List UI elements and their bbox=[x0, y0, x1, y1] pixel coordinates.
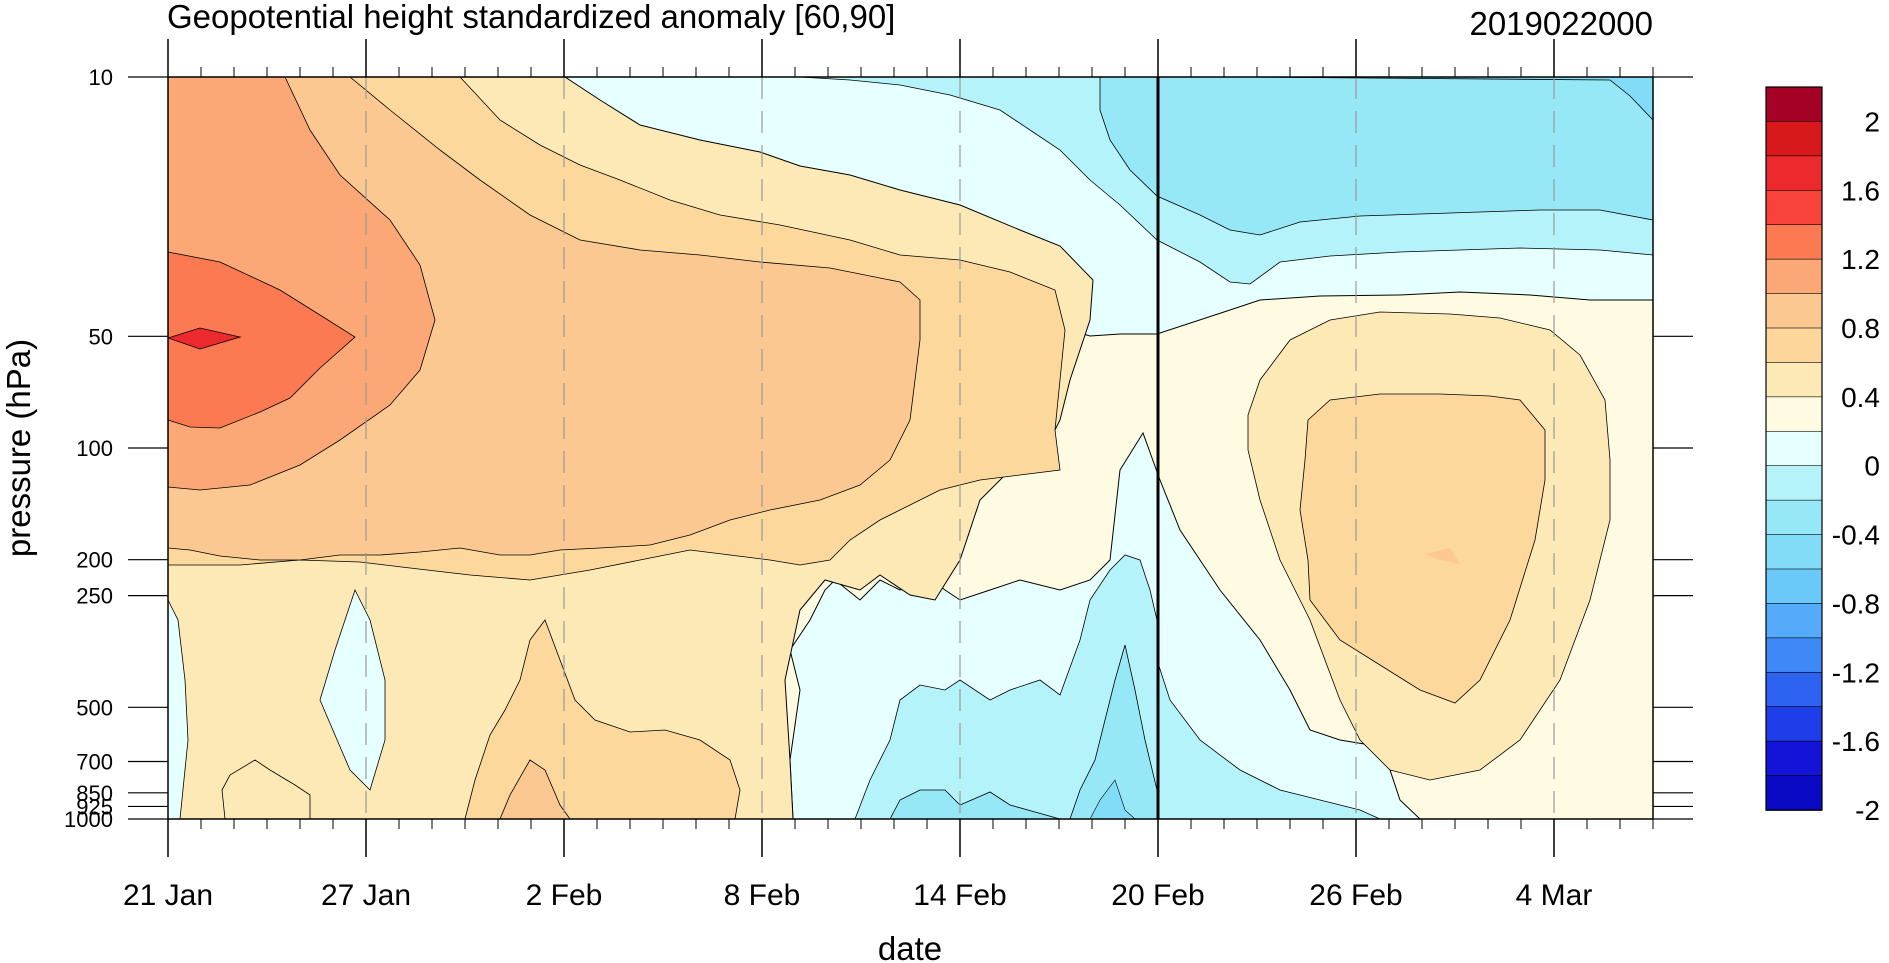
colorbar-swatch bbox=[1765, 775, 1823, 811]
colorbar-swatch bbox=[1765, 258, 1823, 295]
colorbar-swatch bbox=[1765, 706, 1823, 742]
y-tick-label: 500 bbox=[76, 695, 113, 720]
colorbar-frame bbox=[1765, 86, 1823, 811]
x-tick-label: 2 Feb bbox=[526, 879, 603, 912]
contour-band-pos-1.0 bbox=[168, 251, 356, 429]
contour-band-pos-1.4 bbox=[168, 327, 242, 350]
colorbar-swatch bbox=[1765, 740, 1823, 777]
contour-band-neg-0.8b bbox=[1089, 779, 1136, 819]
contour-band-neg-0.6 bbox=[1099, 77, 1653, 236]
contour-band-pos-0.4-right bbox=[1299, 393, 1546, 704]
colorbar-label: 2 bbox=[1864, 106, 1880, 137]
chart-title: Geopotential height standardized anomaly… bbox=[167, 0, 895, 35]
colorbar-swatch bbox=[1765, 189, 1823, 226]
colorbar-swatch bbox=[1765, 637, 1823, 674]
y-tick-label: 50 bbox=[89, 324, 113, 349]
contour-fill-layer bbox=[168, 77, 1653, 819]
contour-patch-lower-4 bbox=[319, 588, 386, 791]
colorbar-swatch bbox=[1765, 534, 1823, 570]
contour-patch-lower-1 bbox=[221, 759, 311, 819]
contour-patch-lower-3 bbox=[499, 759, 571, 819]
colorbar-swatch bbox=[1765, 224, 1823, 260]
colorbar-swatch bbox=[1765, 568, 1823, 605]
colorbar-label: 0 bbox=[1864, 451, 1880, 482]
x-tick-label: 14 Feb bbox=[913, 879, 1006, 912]
x-tick-label: 20 Feb bbox=[1111, 879, 1204, 912]
x-tick-label: 26 Feb bbox=[1309, 879, 1402, 912]
colorbar-swatch bbox=[1765, 430, 1823, 467]
y-tick-label: 100 bbox=[76, 436, 113, 461]
colorbar-label: -2 bbox=[1855, 795, 1880, 826]
colorbar-swatch bbox=[1765, 362, 1823, 398]
x-tick-label: 27 Jan bbox=[321, 879, 411, 912]
y-tick-label: 10 bbox=[89, 65, 113, 90]
contour-band-pos-0.6-right bbox=[1425, 548, 1460, 564]
colorbar-swatch bbox=[1765, 671, 1823, 708]
x-tick-label: 21 Jan bbox=[123, 879, 213, 912]
x-axis-label: date bbox=[878, 930, 942, 963]
colorbar-swatch bbox=[1765, 155, 1823, 192]
contour-patch-lower-5 bbox=[168, 599, 189, 819]
x-tick-label: 8 Feb bbox=[724, 879, 801, 912]
x-axis: 21 Jan 27 Jan 2 Feb 8 Feb 14 Feb 20 Feb 26 Feb… bbox=[123, 39, 1654, 912]
y-tick-label: 200 bbox=[76, 548, 113, 573]
colorbar-swatch bbox=[1765, 293, 1823, 329]
y-axis-label: pressure (hPa) bbox=[0, 339, 37, 557]
colorbar-swatch bbox=[1765, 603, 1823, 639]
date-stamp: 2019022000 bbox=[1469, 5, 1653, 42]
contour-band-neg-0.8 bbox=[1239, 77, 1653, 121]
colorbar-label: -1.6 bbox=[1832, 726, 1880, 757]
colorbar-label: -0.8 bbox=[1832, 588, 1880, 619]
colorbar-label: 1.6 bbox=[1841, 175, 1880, 206]
colorbar-swatch bbox=[1765, 327, 1823, 364]
date-grid-lines bbox=[365, 77, 1555, 819]
y-tick-label: 1000 bbox=[64, 807, 113, 832]
colorbar-label: -0.4 bbox=[1832, 520, 1880, 551]
colorbar-swatch bbox=[1765, 396, 1823, 433]
colorbar-label: 0.8 bbox=[1841, 313, 1880, 344]
colorbar-swatch bbox=[1765, 499, 1823, 536]
y-tick-label: 925 bbox=[76, 794, 113, 819]
colorbar-swatch bbox=[1765, 121, 1823, 157]
colorbar: 2 1.6 1.2 0.8 0.4 0 -0.4 -0.8 -1.2 -1.6 -2 bbox=[1765, 86, 1880, 826]
colorbar-swatch bbox=[1765, 465, 1823, 501]
colorbar-label: 0.4 bbox=[1841, 382, 1880, 413]
colorbar-swatch bbox=[1765, 86, 1823, 123]
colorbar-label: 1.2 bbox=[1841, 244, 1880, 275]
x-tick-label: 4 Mar bbox=[1516, 879, 1593, 912]
colorbar-label: -1.2 bbox=[1832, 657, 1880, 688]
y-tick-label: 700 bbox=[76, 750, 113, 775]
y-tick-label: 250 bbox=[76, 584, 113, 609]
y-tick-label: 850 bbox=[76, 781, 113, 806]
